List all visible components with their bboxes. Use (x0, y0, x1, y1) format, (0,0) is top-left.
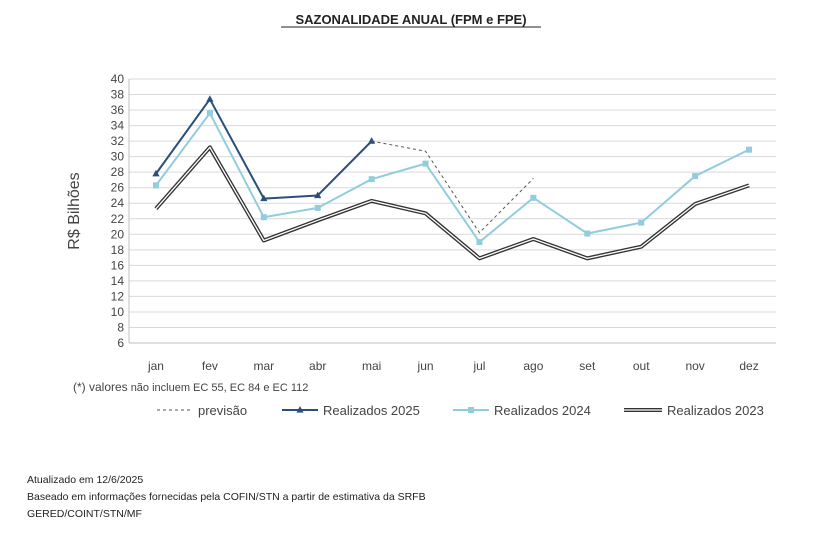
series-realizados-2025 (152, 95, 376, 202)
series-line-realizados-2024 (155, 112, 750, 244)
x-tick-layer: jan fev mar abr mai jun jul ago set out nov dez (147, 359, 759, 373)
data-point-realizados-2024-out (638, 219, 645, 226)
x-tick-label-abr: abr (309, 359, 326, 373)
data-point-realizados-2024-mar (260, 214, 267, 221)
chart-note-prefix: (*) valores (73, 380, 128, 394)
legend: previsão Realizados 2025 Realizados 2024 Re… (157, 403, 764, 418)
y-axis-label: R$ Bilhões (66, 172, 83, 249)
legend-label-realizados-2024: Realizados 2024 (494, 403, 591, 418)
x-tick-label-fev: fev (202, 359, 218, 373)
x-tick-label-mar: mar (253, 359, 274, 373)
legend-label-realizados-2023: Realizados 2023 (667, 403, 764, 418)
data-point-realizados-2024-ago (530, 194, 537, 201)
data-point-realizados-2024-dez (746, 146, 753, 153)
y-tick-label: 38 (111, 88, 125, 102)
legend-item-realizados-2025: Realizados 2025 (282, 403, 420, 418)
y-tick-label: 26 (111, 181, 125, 195)
x-tick-label-jul: jul (472, 359, 485, 373)
y-tick-label: 40 (111, 72, 125, 86)
series-line-previs-o (371, 140, 534, 234)
series-realizados-2024 (152, 110, 753, 246)
legend-item-previs-o: previsão (157, 403, 247, 418)
series-line-realizados-2025 (155, 98, 373, 200)
x-tick-label-mai: mai (362, 359, 381, 373)
data-point-realizados-2025-fev (206, 95, 214, 102)
y-tick-label: 10 (111, 305, 125, 319)
y-tick-label: 18 (111, 243, 125, 257)
y-tick-label: 6 (117, 336, 124, 350)
data-point-realizados-2024-nov (692, 173, 699, 180)
data-point-realizados-2025-abr (314, 191, 322, 199)
y-tick-label: 24 (111, 196, 125, 210)
x-tick-label-set: set (579, 359, 596, 373)
series-previs-o (371, 140, 534, 234)
data-point-realizados-2024-mai (368, 176, 375, 183)
y-tick-label: 28 (111, 165, 125, 179)
data-point-realizados-2024-abr (314, 204, 321, 211)
y-tick-label: 32 (111, 134, 125, 148)
chart-note: (*) valores não incluem EC 55, EC 84 e EC… (73, 380, 308, 394)
data-point-realizados-2024-set (584, 230, 591, 237)
series-layer (152, 95, 753, 261)
y-tick-label: 30 (111, 150, 125, 164)
x-tick-label-out: out (633, 359, 650, 373)
y-tick-label: 16 (111, 258, 125, 272)
data-point-realizados-2024-jul (476, 239, 483, 246)
legend-label-previs-o: previsão (198, 403, 247, 418)
legend-marker (296, 406, 304, 413)
data-point-realizados-2024-jun (422, 160, 429, 167)
legend-marker (468, 407, 474, 413)
y-tick-label: 8 (117, 320, 124, 334)
footer-source: Baseado em informações fornecidas pela C… (27, 491, 426, 503)
y-tick-label: 20 (111, 227, 125, 241)
chart-note-suffix: não incluem EC 55, EC 84 e EC 112 (131, 382, 309, 394)
x-tick-label-jun: jun (417, 359, 434, 373)
legend-item-realizados-2023: Realizados 2023 (624, 403, 764, 418)
legend-label-realizados-2025: Realizados 2025 (323, 403, 420, 418)
data-point-realizados-2024-jan (152, 182, 159, 189)
x-tick-label-ago: ago (523, 359, 543, 373)
footer-dept: GERED/COINT/STN/MF (27, 508, 142, 520)
series-line-inner-realizados-2023 (155, 146, 750, 260)
x-tick-label-jan: jan (147, 359, 164, 373)
chart-title: SAZONALIDADE ANUAL (FPM e FPE) (295, 12, 526, 27)
y-tick-label: 14 (111, 274, 125, 288)
legend-item-realizados-2024: Realizados 2024 (453, 403, 591, 418)
x-tick-label-nov: nov (685, 359, 704, 373)
data-point-realizados-2025-jan (152, 169, 160, 177)
data-point-realizados-2024-fev (206, 110, 213, 117)
footer: Atualizado em 12/6/2025 Baseado em infor… (27, 472, 426, 523)
x-tick-label-dez: dez (739, 359, 758, 373)
y-tick-label: 12 (111, 289, 125, 303)
data-point-realizados-2025-mar (260, 194, 268, 202)
series-realizados-2023 (154, 145, 750, 261)
y-tick-label: 22 (111, 212, 125, 226)
footer-updated: Atualizado em 12/6/2025 (27, 474, 144, 486)
data-point-realizados-2025-mai (368, 137, 376, 144)
y-tick-label: 36 (111, 103, 125, 117)
y-tick-label: 34 (111, 119, 125, 133)
